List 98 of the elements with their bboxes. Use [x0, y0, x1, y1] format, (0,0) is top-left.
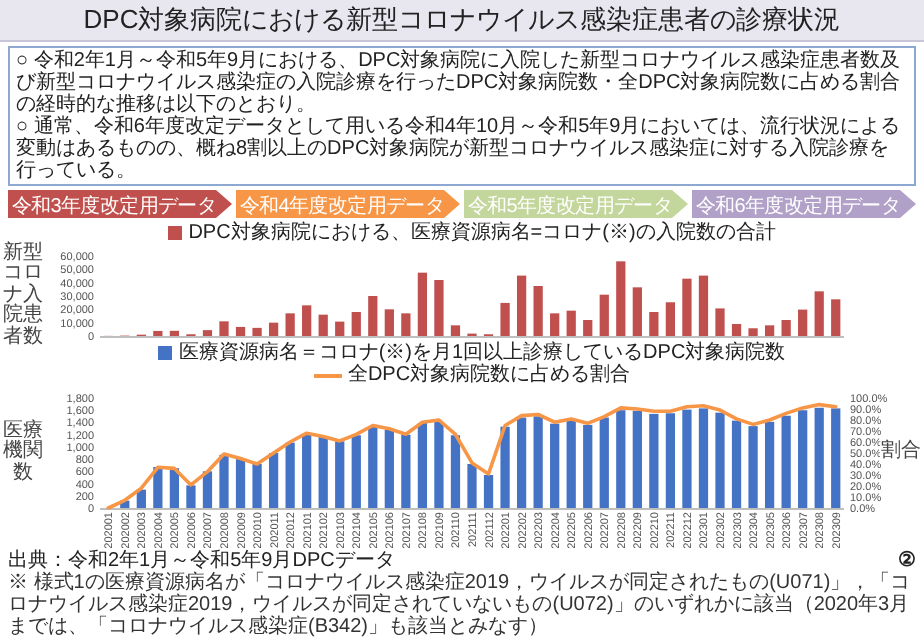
bar — [235, 326, 246, 336]
bar — [417, 423, 428, 508]
bar — [318, 314, 328, 336]
bar — [814, 291, 824, 336]
text: ○ 令和2年1月～令和5年9月における、DPC対象病院に入院した新型コロナウイルス感染症患者数及び新型コロナウイルス感染症の入院診療を行ったDPC対象病院数・全DPC対象病院数に占める割合の経時的な推移は以下のとおり。 — [16, 50, 903, 116]
bar — [632, 410, 642, 508]
bar — [351, 435, 361, 508]
bar — [665, 302, 676, 336]
bar — [384, 429, 394, 508]
bar — [500, 426, 510, 508]
bar — [533, 416, 543, 508]
bar — [450, 435, 461, 508]
bar — [682, 278, 692, 336]
bar — [715, 412, 725, 508]
bar — [252, 464, 262, 508]
bar — [649, 413, 659, 508]
text: 令和4年度改定用データ — [239, 194, 445, 218]
y-axis-title: 新型コロナ入院患者数 — [2, 241, 44, 349]
legend-label: DPC対象病院における、医療資源病名=コロナ(※)の入院数の合計 — [188, 222, 776, 244]
bar — [781, 320, 791, 336]
bar — [798, 309, 808, 336]
bar — [351, 312, 361, 336]
bar — [748, 426, 758, 508]
bar — [186, 485, 196, 508]
bar — [219, 454, 229, 508]
bar — [599, 294, 609, 336]
bar — [516, 417, 527, 508]
line-series — [106, 402, 838, 510]
bar — [368, 426, 378, 508]
bar — [434, 280, 444, 336]
bar — [169, 468, 180, 508]
bar — [450, 325, 461, 336]
legend-label: 医療資源病名＝コロナ(※)を月1回以上診療しているDPC対象病院数 — [178, 342, 786, 364]
bar — [401, 313, 411, 336]
bar — [632, 287, 642, 336]
bar — [533, 286, 543, 336]
bar — [285, 313, 295, 336]
bar — [235, 459, 246, 508]
bar — [136, 489, 146, 508]
legend-label: 全DPC対象病院数に占める割合 — [347, 364, 631, 386]
bar — [417, 272, 428, 336]
bar — [285, 442, 295, 508]
text: ※ 様式1の医療資源病名が「コロナウイルス感染症2019，ウイルスが同定されたもの(U071)」，「コロナウイルス感染症2019，ウイルスが同定されていないもの(U072)」のいずれかに該当（2020年3月までは、「コロナウイルス感染症(B342)」も該当とみなす） — [8, 572, 913, 638]
bar — [682, 409, 692, 508]
bar — [566, 310, 576, 336]
bar — [781, 415, 791, 508]
bar — [831, 408, 841, 508]
bar — [798, 410, 808, 508]
bar — [698, 408, 709, 508]
bar — [616, 261, 626, 336]
chart-title: DPC対象病院における新型コロナウイルス感染症患者の診療状況 — [0, 0, 924, 42]
bar — [318, 436, 328, 508]
text: 令和6年度改定用データ — [695, 194, 901, 218]
bar — [550, 423, 560, 508]
bar — [153, 330, 163, 336]
text: 令和5年度改定用データ — [467, 194, 673, 218]
bar — [302, 434, 312, 508]
bar — [268, 322, 279, 336]
bar — [268, 453, 279, 508]
y-axis-title: 医療機関数 — [2, 419, 44, 485]
bar — [335, 441, 345, 508]
bar — [715, 308, 725, 336]
bar — [202, 330, 213, 336]
bar — [401, 434, 411, 508]
bar — [698, 275, 709, 336]
bar — [748, 328, 758, 336]
bar — [649, 312, 659, 336]
bar — [731, 420, 742, 508]
bar — [550, 313, 560, 336]
bar — [335, 321, 345, 336]
bar — [583, 424, 593, 508]
bar — [202, 471, 213, 508]
bar — [665, 413, 676, 508]
bar — [467, 464, 477, 508]
bar — [169, 330, 180, 336]
bar — [516, 275, 527, 336]
bar — [583, 320, 593, 336]
bar — [831, 299, 841, 336]
bar — [764, 421, 775, 508]
text: ② — [898, 550, 916, 572]
source-note: 出典：令和2年1月～令和5年9月DPCデータ — [8, 550, 395, 572]
y2-axis-title: 割合 — [880, 440, 922, 464]
text: 令和3年度改定用データ — [11, 194, 217, 218]
text: ○ 通常、令和6年度改定データとして用いる令和4年10月～令和5年9月においては、流行状況による変動はあるものの、概ね8割以上のDPC対象病院が新型コロナウイルス感染症に対する入院診療を行っている。 — [16, 116, 903, 182]
bar — [814, 407, 824, 508]
bar — [599, 417, 609, 508]
bar — [252, 327, 262, 336]
bar — [368, 296, 378, 336]
bar — [483, 475, 494, 508]
bar — [302, 305, 312, 336]
bar — [434, 421, 444, 508]
bar — [616, 410, 626, 508]
bar — [566, 420, 576, 508]
bar — [731, 324, 742, 336]
bar — [384, 309, 394, 336]
bar — [500, 302, 510, 336]
bar — [764, 325, 775, 336]
bar — [219, 321, 229, 336]
